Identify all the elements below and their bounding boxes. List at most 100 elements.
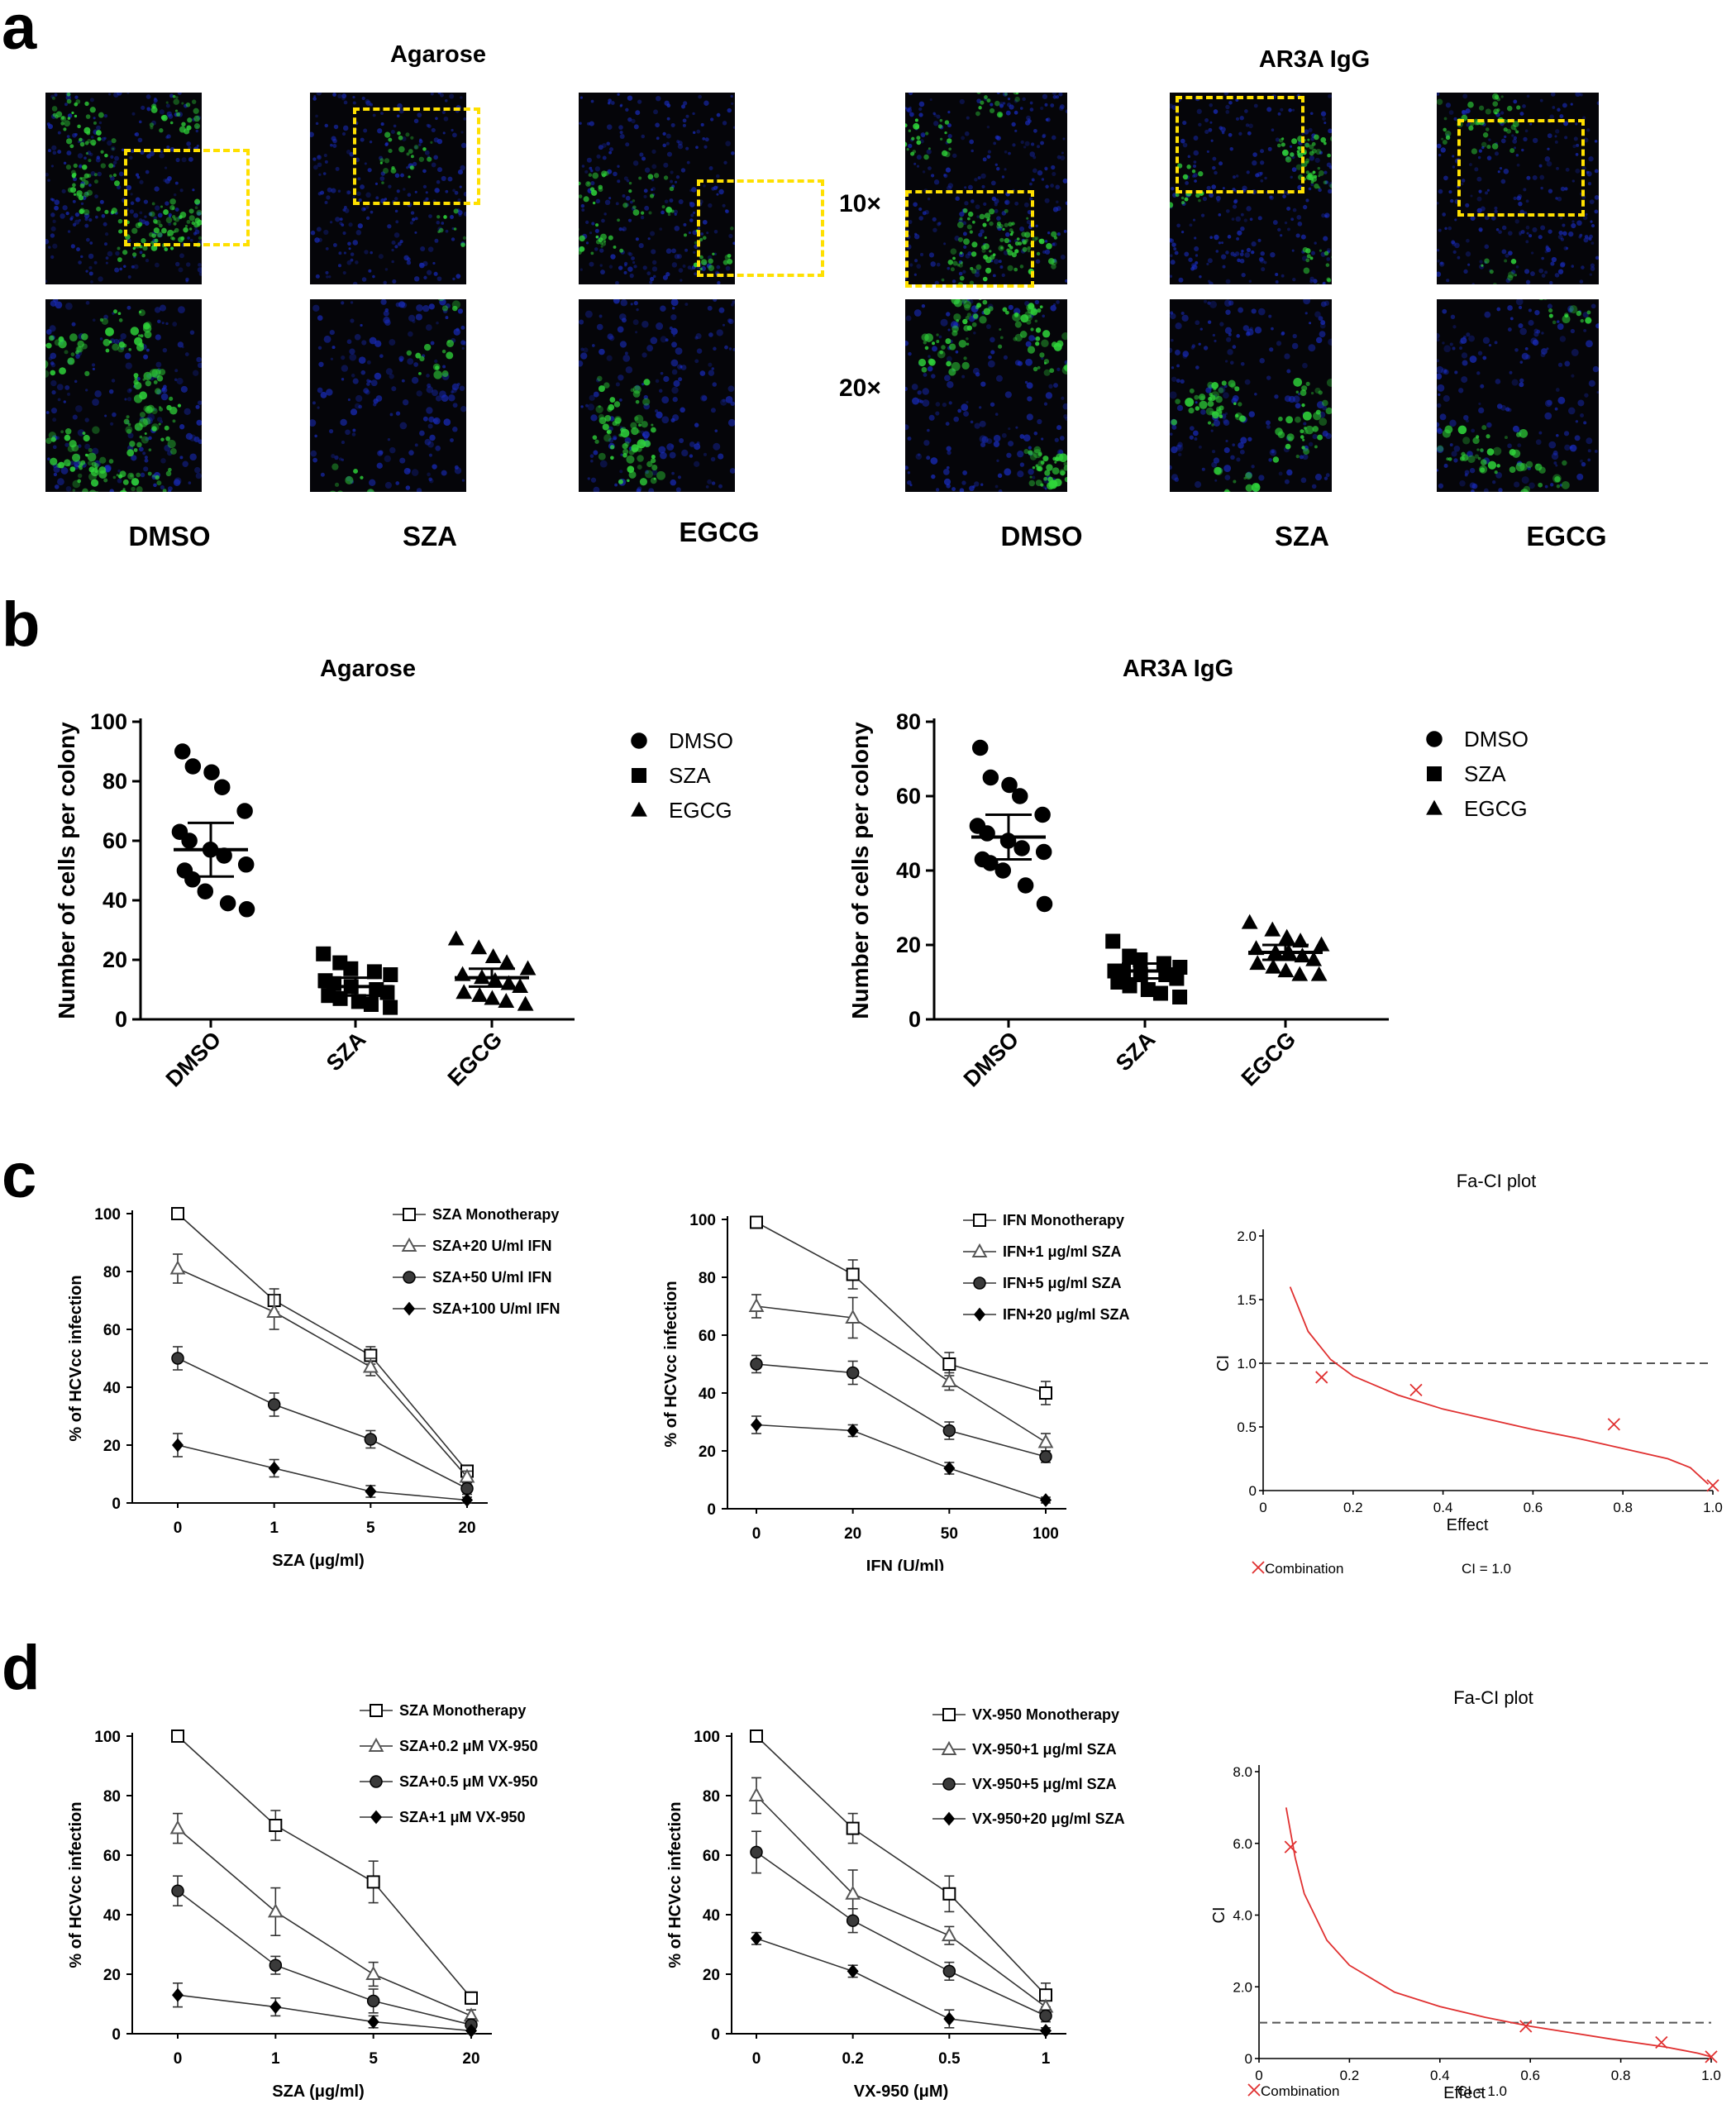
nucleus-dot: [341, 223, 345, 227]
legend-marker: [631, 801, 647, 817]
nucleus-dot: [428, 453, 432, 457]
signal-dot: [167, 439, 176, 449]
signal-dot: [1477, 456, 1481, 460]
nucleus-dot: [651, 164, 657, 169]
nucleus-dot: [918, 101, 925, 107]
data-point: [1039, 1450, 1052, 1463]
signal-dot: [418, 371, 422, 375]
signal-dot: [650, 477, 657, 484]
nucleus-dot: [979, 435, 987, 443]
signal-dot: [109, 174, 112, 178]
y-tick-label: 80: [703, 1788, 720, 1806]
signal-dot: [952, 256, 956, 260]
nucleus-dot: [435, 117, 438, 121]
nucleus-dot: [62, 205, 68, 211]
nucleus-dot: [1198, 122, 1202, 127]
nucleus-dot: [1202, 196, 1208, 202]
nucleus-dot: [1469, 163, 1472, 167]
nucleus-dot: [935, 402, 941, 407]
nucleus-dot: [341, 378, 345, 381]
nucleus-dot: [105, 256, 109, 260]
nucleus-dot: [182, 460, 188, 467]
signal-dot: [1211, 381, 1219, 389]
nucleus-dot: [983, 202, 987, 206]
nucleus-dot: [403, 255, 409, 261]
nucleus-dot: [938, 335, 942, 339]
nucleus-dot: [1176, 379, 1180, 383]
nucleus-dot: [159, 109, 165, 115]
signal-dot: [663, 175, 669, 180]
combination-point: [1607, 1418, 1620, 1431]
nucleus-dot: [731, 102, 734, 106]
nucleus-dot: [660, 451, 667, 460]
signal-dot: [80, 176, 86, 182]
nucleus-dot: [463, 211, 466, 217]
nucleus-dot: [1303, 129, 1309, 135]
nucleus-dot: [1582, 116, 1586, 120]
signal-dot: [158, 406, 161, 409]
nucleus-dot: [1210, 139, 1214, 142]
signal-dot: [979, 316, 987, 324]
signal-dot: [1327, 278, 1332, 283]
signal-dot: [956, 319, 960, 322]
nucleus-dot: [1589, 199, 1595, 205]
nucleus-dot: [1238, 307, 1244, 313]
signal-dot: [131, 227, 138, 234]
signal-dot: [122, 343, 127, 348]
nucleus-dot: [590, 181, 595, 186]
nucleus-dot: [711, 187, 715, 191]
nucleus-dot: [957, 408, 961, 413]
nucleus-dot: [680, 279, 683, 282]
nucleus-dot: [646, 271, 651, 276]
nucleus-dot: [424, 150, 430, 155]
nucleus-dot: [441, 110, 446, 115]
signal-dot: [1030, 308, 1038, 316]
nucleus-dot: [85, 301, 90, 305]
signal-dot: [1200, 395, 1205, 400]
signal-dot: [1019, 331, 1028, 338]
nucleus-dot: [109, 489, 114, 492]
nucleus-dot: [444, 98, 448, 103]
nucleus-dot: [710, 117, 714, 122]
nucleus-dot: [1570, 328, 1576, 334]
nucleus-dot: [434, 188, 440, 193]
nucleus-dot: [1025, 358, 1033, 366]
nucleus-dot: [1230, 455, 1235, 460]
nucleus-dot: [121, 148, 125, 152]
signal-dot: [1027, 249, 1031, 253]
nucleus-dot: [1236, 334, 1240, 338]
nucleus-dot: [1518, 201, 1523, 207]
nucleus-dot: [1485, 191, 1488, 195]
signal-dot: [708, 265, 715, 271]
nucleus-dot: [131, 265, 135, 269]
nucleus-dot: [348, 222, 353, 227]
nucleus-dot: [600, 270, 605, 274]
signal-dot: [133, 379, 139, 385]
nucleus-dot: [57, 150, 62, 155]
signal-dot: [975, 111, 980, 117]
data-point: [184, 871, 201, 888]
nucleus-dot: [682, 264, 686, 268]
signal-dot: [163, 209, 169, 215]
nucleus-dot: [1052, 93, 1057, 96]
signal-dot: [1014, 321, 1022, 328]
signal-dot: [925, 131, 929, 136]
nucleus-dot: [379, 450, 384, 455]
nucleus-dot: [659, 227, 663, 231]
y-tick-label: 40: [699, 1386, 716, 1403]
nucleus-dot: [663, 162, 669, 168]
nucleus-dot: [1225, 439, 1228, 443]
nucleus-dot: [1296, 215, 1302, 220]
signal-dot: [160, 205, 164, 208]
nucleus-dot: [445, 316, 449, 320]
nucleus-dot: [317, 162, 322, 168]
signal-dot: [648, 211, 652, 215]
nucleus-dot: [107, 250, 113, 257]
signal-dot: [1287, 436, 1294, 442]
nucleus-dot: [50, 255, 55, 260]
signal-dot: [1467, 455, 1476, 464]
magnification-10x-label: 10×: [839, 190, 881, 217]
signal-dot: [618, 433, 622, 437]
nucleus-dot: [177, 341, 184, 348]
nucleus-dot: [708, 362, 713, 367]
